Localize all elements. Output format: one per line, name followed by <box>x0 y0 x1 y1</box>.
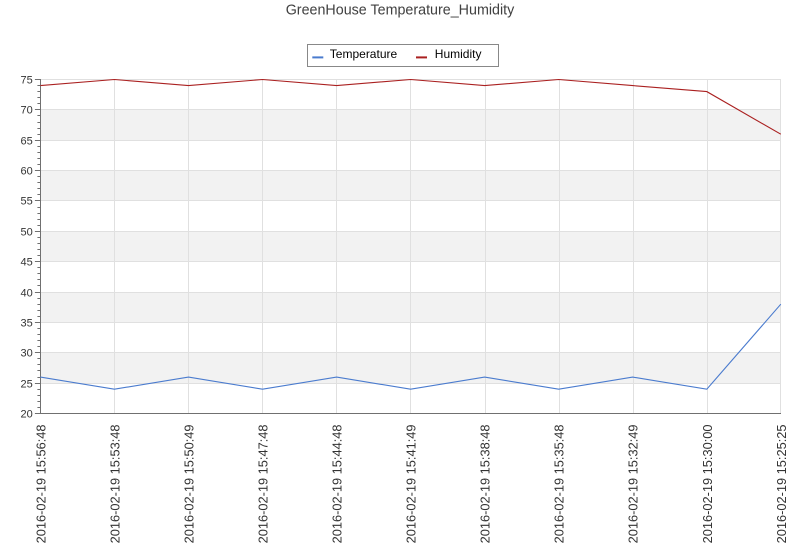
svg-text:2016-02-19 15:41:49: 2016-02-19 15:41:49 <box>404 425 419 544</box>
svg-text:65: 65 <box>21 136 33 148</box>
svg-text:20: 20 <box>21 409 33 421</box>
svg-text:45: 45 <box>21 257 33 269</box>
svg-text:2016-02-19 15:30:00: 2016-02-19 15:30:00 <box>700 425 715 544</box>
svg-text:2016-02-19 15:38:48: 2016-02-19 15:38:48 <box>478 425 493 544</box>
svg-text:2016-02-19 15:35:48: 2016-02-19 15:35:48 <box>552 425 567 544</box>
svg-text:GreenHouse Temperature_Humidit: GreenHouse Temperature_Humidity <box>286 2 515 18</box>
svg-text:2016-02-19 15:25:25: 2016-02-19 15:25:25 <box>774 425 789 544</box>
svg-text:25: 25 <box>21 379 33 391</box>
svg-text:55: 55 <box>21 196 33 208</box>
svg-text:2016-02-19 15:47:48: 2016-02-19 15:47:48 <box>256 425 271 544</box>
svg-text:2016-02-19 15:50:49: 2016-02-19 15:50:49 <box>182 425 197 544</box>
svg-text:2016-02-19 15:53:48: 2016-02-19 15:53:48 <box>107 425 122 544</box>
svg-text:2016-02-19 15:44:48: 2016-02-19 15:44:48 <box>330 425 345 544</box>
svg-text:75: 75 <box>21 75 33 87</box>
svg-text:30: 30 <box>21 348 33 360</box>
svg-text:70: 70 <box>21 105 33 117</box>
svg-text:35: 35 <box>21 318 33 330</box>
svg-text:40: 40 <box>21 288 33 300</box>
svg-text:50: 50 <box>21 227 33 239</box>
svg-text:2016-02-19 15:56:48: 2016-02-19 15:56:48 <box>33 425 48 544</box>
svg-text:60: 60 <box>21 166 33 178</box>
svg-text:Humidity: Humidity <box>435 47 482 61</box>
svg-text:Temperature: Temperature <box>330 47 398 61</box>
svg-text:2016-02-19 15:32:49: 2016-02-19 15:32:49 <box>626 425 641 544</box>
